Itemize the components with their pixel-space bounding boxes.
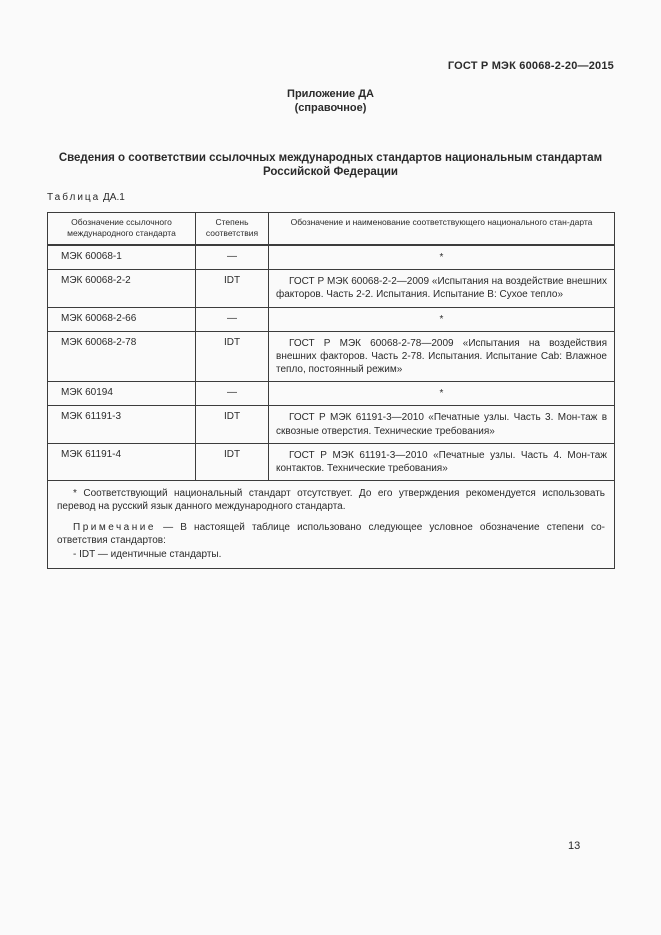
note-item: - IDT — идентичные стандарты. xyxy=(73,549,222,561)
cell-conformity-degree: IDT xyxy=(195,405,269,444)
table-body: МЭК 60068-1 — * МЭК 60068-2-2 IDT ГОСТ Р… xyxy=(47,244,615,482)
cell-reference-standard: МЭК 60068-1 xyxy=(47,244,196,271)
cell-conformity-degree: — xyxy=(195,306,269,332)
cell-national-standard: * xyxy=(268,306,615,332)
header-cell-national-standard: Обозначение и наименование соответствующ… xyxy=(268,211,615,246)
table-notes-row: * Соответствующий национальный стандарт … xyxy=(47,480,615,570)
cell-conformity-degree: IDT xyxy=(195,442,269,482)
table-header-row: Обозначение ссылочного международного ст… xyxy=(47,211,615,246)
header-cell-reference-standard: Обозначение ссылочного международного ст… xyxy=(47,211,196,246)
cell-conformity-degree: — xyxy=(195,381,269,407)
note-text: — В настоящей таблице использовано следу… xyxy=(57,522,605,547)
cell-national-standard: ГОСТ Р МЭК 60068-2-2—2009 «Испытания на … xyxy=(268,269,615,308)
cell-national-standard: ГОСТ Р МЭК 61191-3—2010 «Печатные узлы. … xyxy=(268,405,615,444)
table-row: МЭК 60068-2-78 IDT ГОСТ Р МЭК 60068-2-78… xyxy=(47,330,615,383)
table-footnote: * Соответствующий национальный стандарт … xyxy=(57,488,605,513)
table-row: МЭК 60068-1 — * xyxy=(47,244,615,271)
appendix-heading: Приложение ДА (справочное) xyxy=(0,88,661,116)
standards-conformity-table: Обозначение ссылочного международного ст… xyxy=(47,211,615,570)
header-cell-conformity-degree: Степень соответствия xyxy=(195,211,269,246)
cell-conformity-degree: IDT xyxy=(195,269,269,308)
cell-reference-standard: МЭК 61191-4 xyxy=(47,442,196,482)
table-row: МЭК 60068-2-66 — * xyxy=(47,306,615,332)
cell-national-standard: ГОСТ Р МЭК 60068-2-78—2009 «Испытания на… xyxy=(268,330,615,383)
table-row: МЭК 61191-3 IDT ГОСТ Р МЭК 61191-3—2010 … xyxy=(47,405,615,444)
appendix-title: Приложение ДА xyxy=(287,88,374,100)
page-title: Сведения о соответствии ссылочных междун… xyxy=(58,152,603,179)
doc-code: ГОСТ Р МЭК 60068-2-20—2015 xyxy=(447,60,614,72)
cell-national-standard: ГОСТ Р МЭК 61191-3—2010 «Печатные узлы. … xyxy=(268,442,615,482)
cell-reference-standard: МЭК 60068-2-2 xyxy=(47,269,196,308)
table-caption-number: ДА.1 xyxy=(103,192,125,203)
table-row: МЭК 60068-2-2 IDT ГОСТ Р МЭК 60068-2-2—2… xyxy=(47,269,615,308)
cell-reference-standard: МЭК 60068-2-66 xyxy=(47,306,196,332)
appendix-subtitle: (справочное) xyxy=(294,101,367,114)
cell-reference-standard: МЭК 60068-2-78 xyxy=(47,330,196,383)
table-row: МЭК 60194 — * xyxy=(47,381,615,407)
table-notes-cell: * Соответствующий национальный стандарт … xyxy=(47,480,615,570)
cell-national-standard: * xyxy=(268,381,615,407)
note-label: Примечание xyxy=(73,522,156,534)
table-note: Примечание — В настоящей таблице использ… xyxy=(57,521,605,547)
cell-reference-standard: МЭК 61191-3 xyxy=(47,405,196,444)
cell-conformity-degree: IDT xyxy=(195,330,269,383)
cell-reference-standard: МЭК 60194 xyxy=(47,381,196,407)
table-caption: Таблица ДА.1 xyxy=(47,192,125,203)
table-caption-label: Таблица xyxy=(47,192,101,203)
page-number: 13 xyxy=(568,840,581,852)
cell-conformity-degree: — xyxy=(195,244,269,271)
cell-national-standard: * xyxy=(268,244,615,271)
table-row: МЭК 61191-4 IDT ГОСТ Р МЭК 61191-3—2010 … xyxy=(47,442,615,482)
